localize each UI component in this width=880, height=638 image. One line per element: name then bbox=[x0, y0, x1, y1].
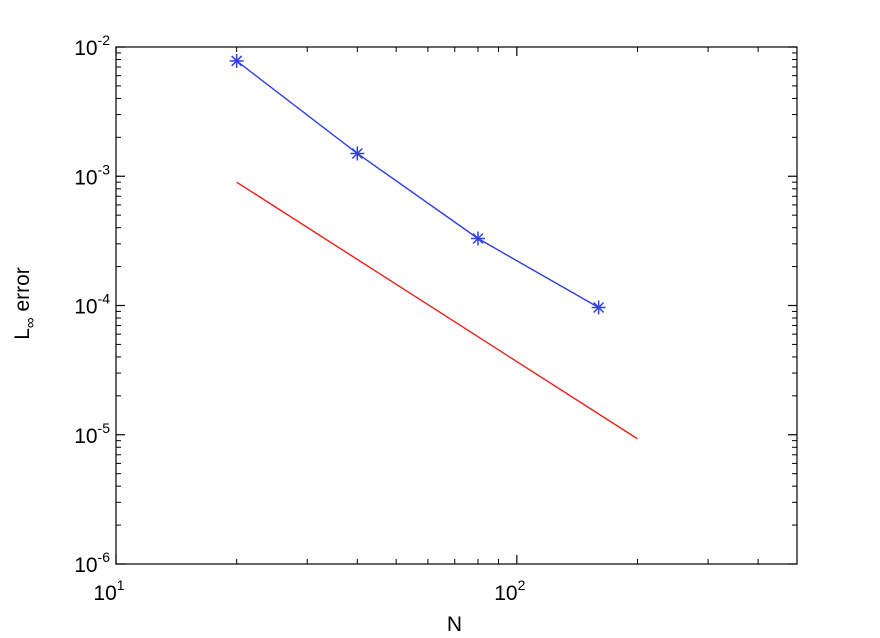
series-2-line bbox=[236, 181, 638, 440]
series-1-point bbox=[591, 300, 606, 315]
series-1-line bbox=[236, 60, 599, 309]
x-tick-label: 102 bbox=[494, 577, 525, 605]
y-axis-label-subscript: ∞ bbox=[22, 317, 39, 328]
series-1-point bbox=[229, 53, 244, 68]
series-1-point bbox=[350, 146, 365, 161]
y-axis-label-rest: error bbox=[11, 267, 34, 317]
y-tick-label: 10-2 bbox=[74, 32, 110, 60]
y-tick-label: 10-5 bbox=[74, 420, 110, 448]
tick-labels: 101 102 10-6 10-5 10-4 10-3 10-2 bbox=[74, 32, 525, 605]
y-axis-label: L∞ error bbox=[11, 267, 39, 340]
minor-ticks bbox=[116, 47, 797, 564]
y-tick-label: 10-6 bbox=[74, 549, 110, 577]
series-group bbox=[229, 53, 638, 440]
axes-frame bbox=[115, 46, 798, 565]
series-1-point bbox=[470, 231, 485, 246]
x-axis-label: N bbox=[447, 613, 462, 636]
y-axis-label-main: L bbox=[11, 328, 34, 340]
y-tick-label: 10-3 bbox=[74, 161, 110, 189]
x-tick-label: 101 bbox=[93, 577, 124, 605]
y-tick-label: 10-4 bbox=[74, 291, 110, 319]
